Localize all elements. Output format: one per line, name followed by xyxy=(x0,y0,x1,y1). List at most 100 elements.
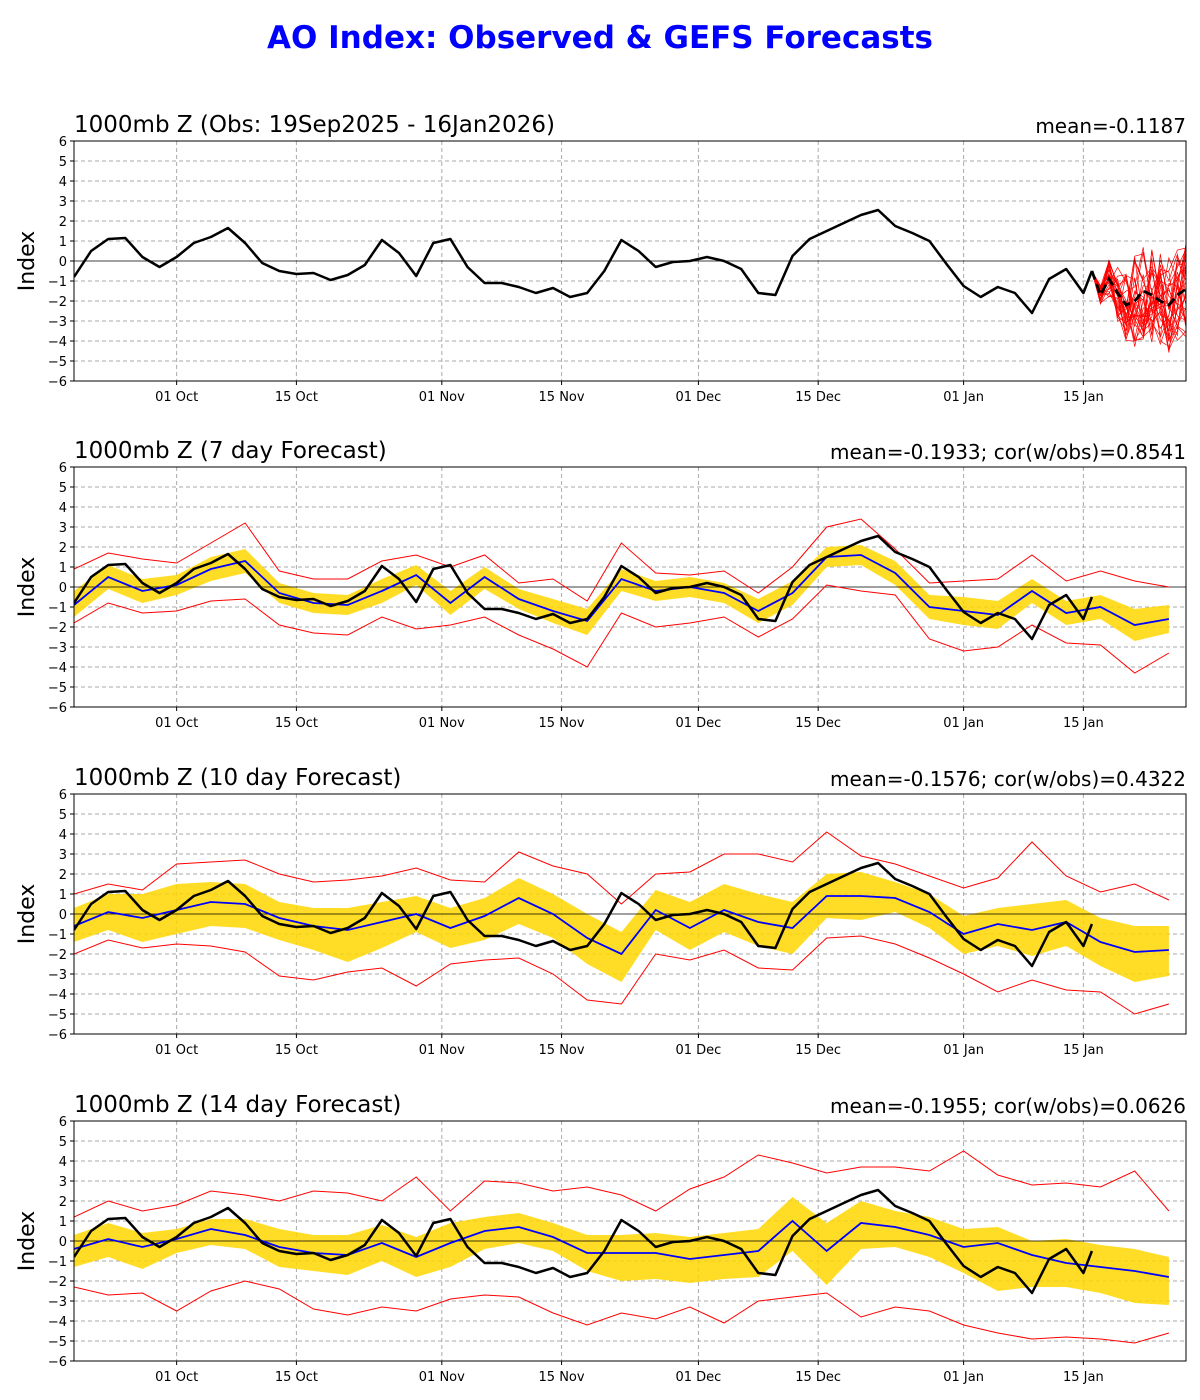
member-line xyxy=(1091,266,1186,342)
x-tick-label: 15 Nov xyxy=(539,1043,585,1058)
y-tick-label: −4 xyxy=(48,661,67,676)
upper-member-line xyxy=(74,1150,1170,1218)
y-tick-label: −4 xyxy=(48,335,67,350)
y-tick-label: −1 xyxy=(48,1255,67,1270)
plot-area xyxy=(74,1150,1186,1344)
y-tick-label: 5 xyxy=(59,1135,67,1150)
y-tick-label: 4 xyxy=(59,1155,67,1170)
x-tick-label: 01 Dec xyxy=(676,716,722,731)
panel-stats: mean=-0.1933; cor(w/obs)=0.8541 xyxy=(830,440,1186,464)
x-tick-label: 15 Dec xyxy=(795,1370,841,1385)
member-line xyxy=(1091,270,1186,340)
panel-stats: mean=-0.1187 xyxy=(1035,114,1186,138)
x-tick-label: 15 Jan xyxy=(1063,1043,1104,1058)
x-tick-label: 01 Oct xyxy=(155,1370,198,1385)
y-tick-label: 6 xyxy=(59,135,67,150)
y-tick-label: 3 xyxy=(59,848,67,863)
y-tick-label: 5 xyxy=(59,481,67,496)
x-tick-label: 15 Nov xyxy=(539,716,585,731)
ensemble-mean-line xyxy=(74,1219,1170,1278)
y-tick-label: −2 xyxy=(48,295,67,310)
panel-title: 1000mb Z (Obs: 19Sep2025 - 16Jan2026) xyxy=(74,112,555,138)
y-tick-label: 0 xyxy=(59,908,67,923)
x-tick-label: 01 Nov xyxy=(419,716,465,731)
y-tick-label: −3 xyxy=(48,968,67,983)
y-tick-label: 0 xyxy=(59,255,67,270)
y-axis-label: Index xyxy=(15,557,40,618)
x-tick-label: 01 Jan xyxy=(943,1043,984,1058)
y-tick-label: −6 xyxy=(48,701,67,716)
y-tick-label: −6 xyxy=(48,375,67,390)
y-tick-label: 1 xyxy=(59,561,67,576)
x-tick-label: 01 Jan xyxy=(943,390,984,405)
member-line xyxy=(1091,260,1186,337)
y-tick-label: 4 xyxy=(59,501,67,516)
forecast-mean-line xyxy=(1090,270,1186,307)
x-tick-label: 15 Dec xyxy=(795,390,841,405)
observed-line xyxy=(74,208,1094,315)
x-tick-label: 01 Dec xyxy=(676,1043,722,1058)
x-tick-label: 15 Jan xyxy=(1063,1370,1104,1385)
panel-title: 1000mb Z (10 day Forecast) xyxy=(74,765,401,791)
y-tick-label: 1 xyxy=(59,1215,67,1230)
member-line xyxy=(1091,253,1186,338)
x-tick-label: 15 Nov xyxy=(539,390,585,405)
spread-band xyxy=(74,872,1169,982)
y-tick-label: −6 xyxy=(48,1028,67,1043)
x-tick-label: 15 Jan xyxy=(1063,390,1104,405)
x-tick-label: 01 Oct xyxy=(155,716,198,731)
spread-band xyxy=(74,545,1169,641)
lower-member-line xyxy=(74,935,1170,1015)
x-tick-label: 15 Dec xyxy=(795,1043,841,1058)
y-tick-label: −3 xyxy=(48,1295,67,1310)
x-tick-label: 15 Oct xyxy=(275,1370,318,1385)
upper-member-line xyxy=(74,831,1170,905)
panel-2: 1000mb Z (7 day Forecast) mean=-0.1933; c… xyxy=(15,438,1187,731)
y-tick-label: −5 xyxy=(48,1335,67,1350)
lower-member-line xyxy=(74,1280,1170,1344)
y-tick-label: −1 xyxy=(48,275,67,290)
lower-member-line xyxy=(74,584,1170,674)
y-tick-label: −4 xyxy=(48,988,67,1003)
observed-line xyxy=(74,1188,1094,1295)
page-title: AO Index: Observed & GEFS Forecasts xyxy=(267,20,933,56)
y-tick-label: 3 xyxy=(59,521,67,536)
y-tick-label: 0 xyxy=(59,581,67,596)
plot-area xyxy=(74,831,1186,1015)
member-line xyxy=(1091,260,1186,339)
x-tick-label: 01 Jan xyxy=(943,1370,984,1385)
x-tick-label: 01 Nov xyxy=(419,1370,465,1385)
member-line xyxy=(1091,259,1186,332)
y-tick-label: 6 xyxy=(59,1115,67,1130)
plot-frame xyxy=(73,140,1187,382)
x-tick-label: 15 Nov xyxy=(539,1370,585,1385)
y-tick-label: −2 xyxy=(48,621,67,636)
y-tick-label: −3 xyxy=(48,641,67,656)
y-tick-label: 6 xyxy=(59,788,67,803)
x-tick-label: 01 Oct xyxy=(155,390,198,405)
y-tick-label: 2 xyxy=(59,868,67,883)
y-tick-label: 4 xyxy=(59,175,67,190)
y-tick-label: −5 xyxy=(48,681,67,696)
x-tick-label: 01 Nov xyxy=(419,390,465,405)
y-tick-label: 3 xyxy=(59,1175,67,1190)
member-line xyxy=(1091,249,1186,309)
y-tick-label: 2 xyxy=(59,541,67,556)
y-tick-label: 5 xyxy=(59,155,67,170)
y-tick-label: 6 xyxy=(59,461,67,476)
x-tick-label: 15 Oct xyxy=(275,1043,318,1058)
y-tick-label: 4 xyxy=(59,828,67,843)
plot-frame xyxy=(73,466,1187,708)
y-axis-label: Index xyxy=(15,884,40,945)
observed-line xyxy=(74,534,1094,641)
y-tick-label: −4 xyxy=(48,1315,67,1330)
plot-area xyxy=(74,208,1186,353)
panel-stats: mean=-0.1576; cor(w/obs)=0.4322 xyxy=(830,767,1186,791)
y-axis-label: Index xyxy=(15,231,40,292)
panel-3: 1000mb Z (10 day Forecast) mean=-0.1576; … xyxy=(15,765,1187,1058)
x-tick-label: 15 Oct xyxy=(275,716,318,731)
panel-stats: mean=-0.1955; cor(w/obs)=0.0626 xyxy=(830,1094,1186,1118)
y-tick-label: 2 xyxy=(59,215,67,230)
x-tick-label: 15 Dec xyxy=(795,716,841,731)
